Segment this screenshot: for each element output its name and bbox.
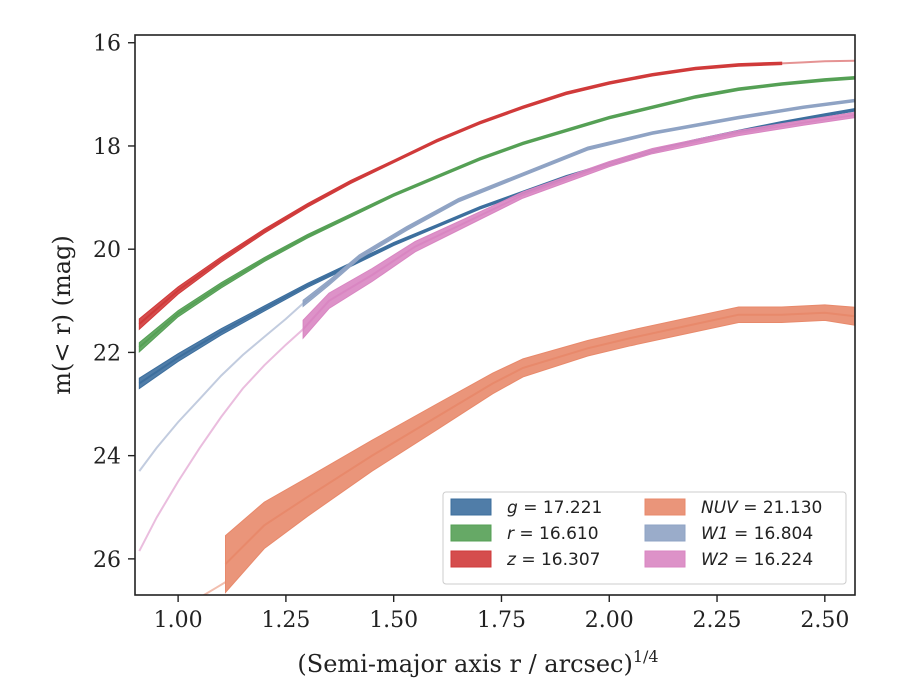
series-w1 [138,98,855,472]
series-w2-line [302,114,855,330]
series-w2-faint-line [138,328,304,552]
x-tick-label: 1.00 [154,608,203,633]
legend-item-w2: W2 = 16.224 [644,550,813,570]
series-w2 [138,111,855,552]
legend-label-nuv: NUV = 21.130 [701,498,822,518]
x-tick-label: 2.50 [800,608,849,633]
x-tick-label: 1.50 [369,608,418,633]
series-g-band [138,107,855,390]
series-z-line [138,62,782,325]
x-tick-label: 1.75 [477,608,526,633]
legend-value-r: = 16.610 [514,524,599,544]
legend-variable-w2: W2 [701,550,729,570]
legend-variable-r: r [507,524,515,544]
y-tick-label: 18 [93,135,121,160]
x-axis-label-exponent: 1/4 [633,647,659,666]
legend-swatch-g [450,498,492,516]
legend-item-w1: W1 = 16.804 [644,524,813,544]
plot-frame [134,34,856,596]
legend-value-z: = 16.307 [516,550,601,570]
x-axis: 1.00 1.25 1.50 1.75 2.00 2.25 2.50 [154,595,849,633]
legend-swatch-w2 [644,550,686,568]
legend-item-r: r = 16.610 [450,524,599,544]
legend-item-nuv: NUV = 21.130 [644,498,822,518]
legend-variable-nuv: NUV [701,498,739,518]
legend-swatch-r [450,524,492,542]
legend-label-r: r = 16.610 [507,524,599,544]
y-tick-label: 24 [93,445,121,470]
legend-label-g: g = 17.221 [507,498,602,518]
series-w2-band [302,111,855,340]
legend-value-nuv: = 21.130 [738,498,823,518]
series-r-band [138,75,855,354]
y-axis: 16 18 20 22 24 26 [93,32,135,573]
x-axis-label: (Semi-major axis r / arcsec)1/4 [297,647,658,678]
legend-value-w1: = 16.804 [729,524,814,544]
legend-variable-w1: W1 [701,524,729,544]
legend-item-z: z = 16.307 [450,550,600,570]
y-tick-label: 22 [93,341,121,366]
legend-label-z: z = 16.307 [506,550,600,570]
series-w1-band [302,98,855,308]
series-nuv-faint-line [202,581,227,595]
series-g [138,107,855,390]
legend-variable-g: g [507,498,518,518]
series-layer [138,59,855,595]
y-axis-label: m(< r) (mag) [48,235,76,394]
series-z-band [138,61,783,331]
x-tick-label: 1.25 [261,608,310,633]
legend-value-w2: = 16.224 [729,550,814,570]
y-tick-label: 16 [93,32,121,57]
y-tick-label: 26 [93,548,121,573]
series-nuv [202,304,855,595]
series-r [138,75,855,354]
x-axis-label-text: (Semi-major axis r / arcsec) [297,650,632,678]
legend-swatch-w1 [644,524,686,542]
series-w1-faint-line [138,302,304,472]
x-tick-label: 2.00 [585,608,634,633]
legend-swatch-z [450,550,492,568]
legend-swatch-nuv [644,498,686,516]
legend-item-g: g = 17.221 [450,498,602,518]
legend-label-w2: W2 = 16.224 [701,550,813,570]
legend-variable-z: z [506,550,517,570]
y-tick-label: 20 [93,238,121,263]
legend-label-w1: W1 = 16.804 [701,524,813,544]
series-nuv-line [224,311,855,565]
series-w1-line [302,99,855,305]
legend-value-g: = 17.221 [518,498,603,518]
series-z-faint-line [781,59,855,65]
series-z [138,59,855,331]
series-r-line [138,76,855,349]
x-tick-label: 2.25 [693,608,742,633]
series-g-line [138,108,855,385]
